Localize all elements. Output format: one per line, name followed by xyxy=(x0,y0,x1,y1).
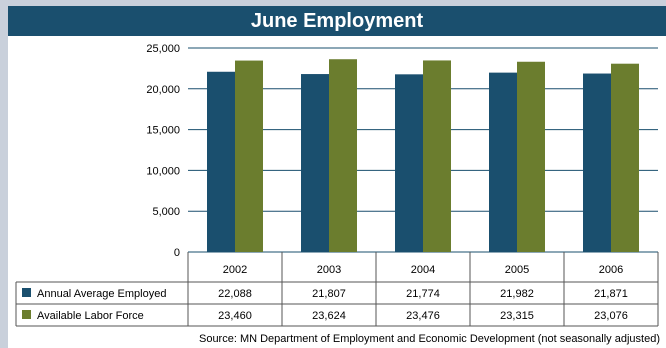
bar-labor-force xyxy=(611,63,639,252)
bar-labor-force xyxy=(235,60,263,252)
bar-employed xyxy=(301,74,329,253)
data-label: 21,807 xyxy=(312,288,346,300)
data-label: 21,774 xyxy=(406,288,440,300)
bar-employed xyxy=(395,74,423,252)
legend-swatch xyxy=(22,288,31,297)
bar-employed xyxy=(489,72,517,252)
x-tick-label: 2005 xyxy=(505,264,529,276)
data-label: 23,476 xyxy=(406,310,440,322)
legend-label: Annual Average Employed xyxy=(37,288,166,300)
bar-employed xyxy=(583,73,611,252)
x-tick-label: 2003 xyxy=(317,264,341,276)
y-tick-label: 20,000 xyxy=(146,84,180,96)
data-label: 21,982 xyxy=(500,288,534,300)
y-tick-label: 25,000 xyxy=(146,43,180,55)
data-label: 23,624 xyxy=(312,310,346,322)
x-tick-label: 2006 xyxy=(599,264,623,276)
legend-swatch xyxy=(22,310,31,319)
data-label: 23,460 xyxy=(218,310,252,322)
x-tick-label: 2004 xyxy=(411,264,435,276)
data-label: 22,088 xyxy=(218,288,252,300)
bar-labor-force xyxy=(517,61,545,252)
bar-employed xyxy=(207,71,235,252)
x-tick-label: 2002 xyxy=(223,264,247,276)
chart-svg: 0 5,000 10,000 15,000 20,000 25,000 2002 2003 20… xyxy=(15,43,659,327)
legend-label: Available Labor Force xyxy=(37,310,144,322)
y-tick-label: 5,000 xyxy=(152,206,180,218)
data-label: 23,315 xyxy=(500,310,534,322)
y-tick-label: 15,000 xyxy=(146,125,180,137)
chart-panel: June Employment 0 5,000 10,000 15,000 20,000… xyxy=(8,6,666,348)
source-note: Source: MN Department of Employment and … xyxy=(198,333,660,345)
data-label: 23,076 xyxy=(594,310,628,322)
data-label: 21,871 xyxy=(594,288,628,300)
bar-labor-force xyxy=(423,60,451,253)
y-tick-label: 10,000 xyxy=(146,165,180,177)
chart-title: June Employment xyxy=(8,6,666,36)
bar-labor-force xyxy=(329,59,357,252)
y-tick-label: 0 xyxy=(174,247,180,259)
